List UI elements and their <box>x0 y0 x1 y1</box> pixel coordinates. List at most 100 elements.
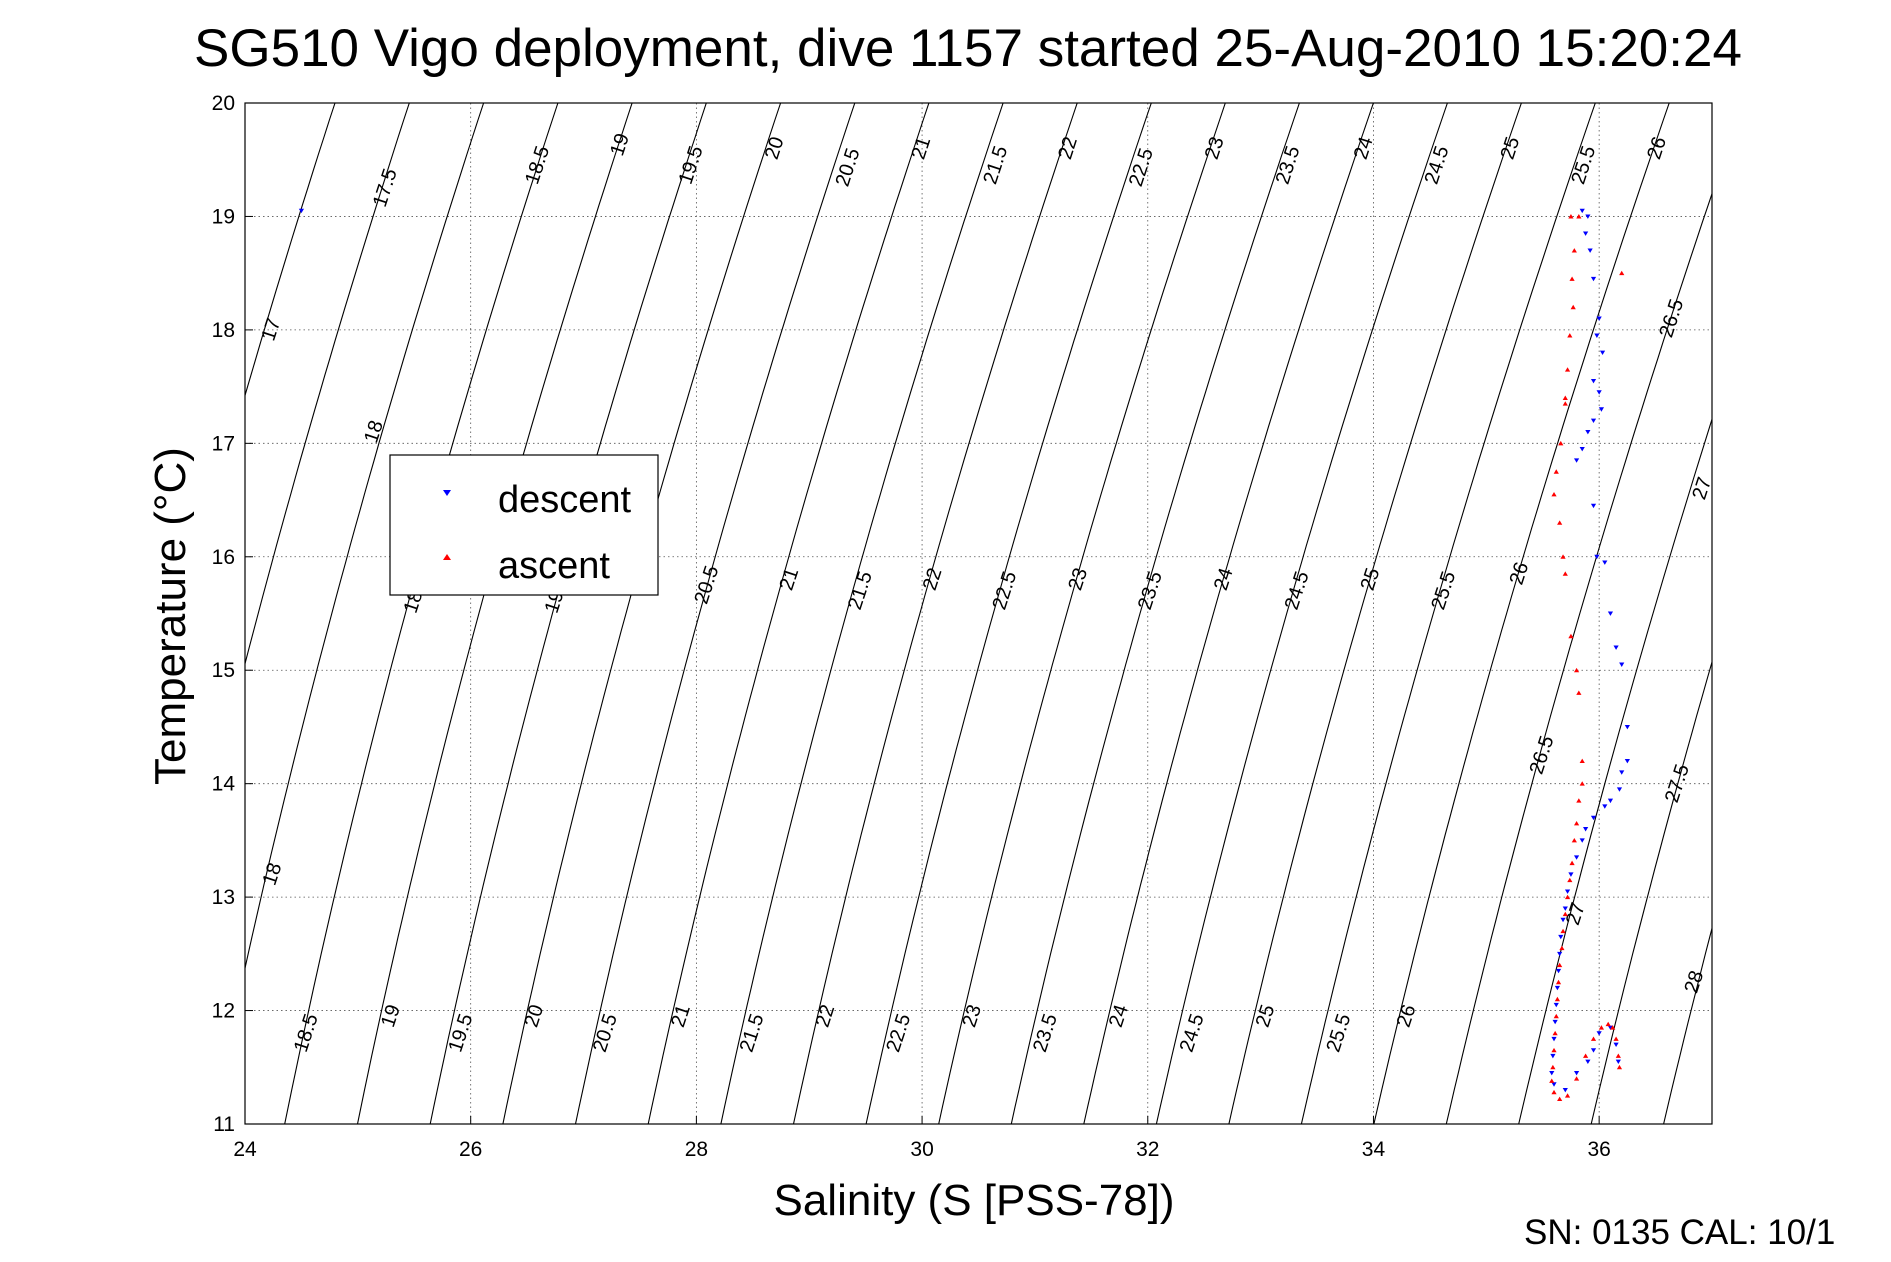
ascent-point <box>1568 633 1574 639</box>
y-tick-label: 13 <box>212 886 235 909</box>
descent-point <box>1560 917 1566 923</box>
descent-point <box>1602 560 1608 565</box>
ascent-point <box>1613 1036 1619 1041</box>
descent-point <box>1579 447 1585 452</box>
ascent-point <box>1559 945 1565 951</box>
ascent-point <box>1605 1021 1611 1027</box>
descent-point <box>1594 554 1600 560</box>
descent-point <box>1624 758 1630 764</box>
descent-point <box>1598 407 1605 412</box>
descent-point <box>1590 815 1597 821</box>
descent-point <box>1557 951 1563 957</box>
density-contour-label: 25.5 <box>1567 143 1600 187</box>
descent-point <box>1553 1002 1559 1008</box>
density-contour-label: 24 <box>1105 1002 1133 1030</box>
descent-point <box>1596 316 1602 321</box>
descent-point <box>1613 1042 1619 1047</box>
descent-point <box>1587 248 1593 253</box>
density-contour-line <box>245 103 410 666</box>
density-contour-label: 17.5 <box>369 166 402 210</box>
density-contour-label: 24.5 <box>1281 569 1314 613</box>
y-tick-label: 11 <box>213 1113 235 1136</box>
descent-point <box>1573 1070 1580 1076</box>
density-contour-line <box>1518 417 1712 1124</box>
descent-point <box>1579 208 1585 214</box>
descent-point <box>1590 276 1597 282</box>
ascent-point <box>1557 962 1563 968</box>
ascent-point <box>1576 798 1582 803</box>
ascent-point <box>1560 928 1566 934</box>
descent-point <box>1590 418 1597 424</box>
descent-point <box>1564 889 1571 894</box>
descent-point <box>1619 662 1625 667</box>
y-tick-label: 18 <box>212 319 235 342</box>
density-contour-label: 23.5 <box>1272 143 1305 187</box>
density-contour-label: 23.5 <box>1134 569 1167 613</box>
descent-point <box>1568 872 1574 877</box>
descent-point <box>1624 724 1630 730</box>
ascent-point <box>1571 248 1577 253</box>
descent-point <box>1551 1082 1557 1087</box>
descent-point <box>1615 1059 1621 1065</box>
density-contour-label: 25.5 <box>1427 569 1460 613</box>
descent-point <box>1558 934 1564 940</box>
x-tick-label: 32 <box>1136 1138 1159 1161</box>
density-contour-line <box>1300 103 1596 1124</box>
ascent-point <box>1558 440 1564 446</box>
density-contour-label: 18 <box>259 860 287 888</box>
density-contour-label: 18.5 <box>290 1011 323 1055</box>
plot-frame <box>244 102 1713 1125</box>
descent-point <box>1607 1025 1614 1030</box>
descent-point <box>1596 390 1602 395</box>
legend-ascent-marker <box>443 554 451 560</box>
descent-point <box>1602 804 1608 809</box>
ascent-point <box>1570 304 1576 310</box>
density-contour-label: 18 <box>360 418 388 446</box>
data-series <box>298 208 1630 1102</box>
x-tick-label: 34 <box>1362 1138 1386 1161</box>
ascent-point <box>1579 758 1585 763</box>
axis-ticks: 24 26 28 30 32 34 36 11 12 13 14 15 16 17 18 19 20 <box>212 92 1611 1161</box>
density-contour-label: 19.5 <box>675 143 708 187</box>
y-tick-label: 19 <box>212 205 235 228</box>
ascent-point <box>1568 214 1574 219</box>
ascent-point <box>1619 270 1625 276</box>
ascent-point <box>1598 1025 1605 1030</box>
density-contour-label: 20 <box>520 1002 548 1030</box>
x-tick-label: 36 <box>1587 1138 1610 1161</box>
ascent-point <box>1567 333 1573 338</box>
density-contour-label: 22.5 <box>988 569 1021 613</box>
density-contour-label: 25 <box>1497 134 1525 162</box>
descent-point <box>1607 611 1614 616</box>
ascent-point <box>1569 860 1575 866</box>
density-contour-label: 27.5 <box>1661 762 1694 806</box>
density-contour-line <box>647 103 930 1124</box>
descent-point <box>1551 1036 1557 1042</box>
ascent-point <box>1553 1013 1559 1019</box>
density-contour-line <box>720 103 1004 1124</box>
ascent-point <box>1551 1047 1557 1053</box>
ascent-point <box>1583 1053 1589 1058</box>
ascent-point <box>1562 911 1568 917</box>
density-contour-label: 21.5 <box>736 1011 769 1055</box>
ascent-point <box>1553 469 1559 474</box>
density-contour-label: 22 <box>919 565 947 593</box>
descent-point <box>1552 1019 1558 1025</box>
y-tick-label: 15 <box>212 659 235 682</box>
descent-point <box>1562 906 1568 911</box>
density-contour-label: 24.5 <box>1421 143 1454 187</box>
density-contour-label: 20.5 <box>832 146 865 190</box>
descent-point <box>1613 645 1619 650</box>
density-contour-label: 19.5 <box>445 1011 478 1055</box>
descent-point <box>1583 827 1589 832</box>
density-contour-line <box>1590 660 1712 1124</box>
descent-point <box>1585 429 1591 435</box>
descent-point <box>1585 214 1591 219</box>
ascent-point <box>1562 401 1568 406</box>
density-contour-label: 19 <box>377 1002 405 1030</box>
chart-title: SG510 Vigo deployment, dive 1157 started… <box>194 19 1742 78</box>
density-contour-line <box>1010 103 1300 1124</box>
density-contour-label: 23 <box>1064 565 1092 593</box>
density-contour-label: 19 <box>606 131 634 159</box>
density-contour-label: 26.5 <box>1655 296 1688 340</box>
